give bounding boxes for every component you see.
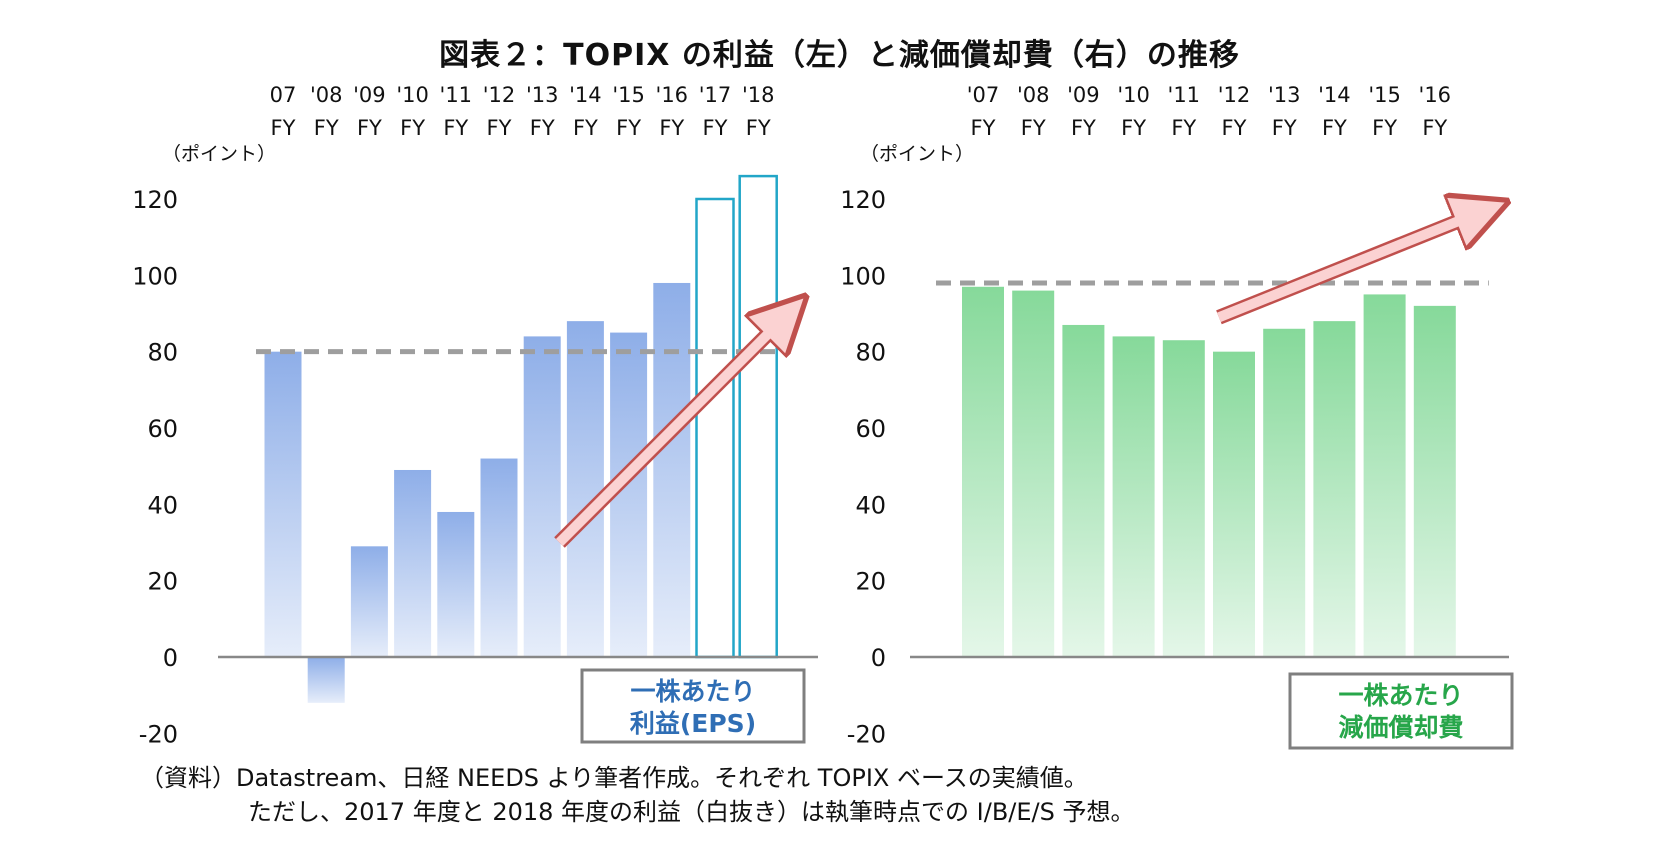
y-tick-label: 120 (840, 186, 886, 214)
x-tick-suffix: FY (1372, 116, 1397, 140)
unit-label: （ポイント） (860, 143, 974, 165)
x-tick-suffix: FY (1171, 116, 1196, 140)
bar (1012, 290, 1055, 657)
legend-label: 減価償却費 (1338, 713, 1463, 742)
bar (962, 286, 1004, 657)
x-tick-label: '14 (1318, 83, 1351, 107)
bar (1263, 328, 1306, 657)
x-tick-label: '08 (310, 83, 343, 107)
x-tick-suffix: FY (271, 116, 296, 140)
x-tick-suffix: FY (443, 116, 468, 140)
x-tick-suffix: FY (487, 116, 512, 140)
eps-chart: （ポイント） -20 0 20 40 60 80 100 120 07 FY '08 FY '09 FY '1… (132, 83, 818, 748)
x-tick-suffix: FY (659, 116, 684, 140)
x-tick-label: '12 (1218, 83, 1251, 107)
x-tick-label: '09 (353, 83, 386, 107)
y-tick-label: 0 (163, 644, 178, 672)
legend-label: 一株あたり (630, 677, 755, 706)
bar (1112, 336, 1155, 657)
legend-box (1288, 672, 1514, 750)
bar (350, 546, 388, 657)
bar (653, 282, 691, 657)
y-tick-label: 40 (147, 491, 178, 519)
x-tick-label: '09 (1067, 83, 1100, 107)
x-tick-label: '14 (569, 83, 602, 107)
legend-box (580, 668, 806, 744)
x-tick-label: '10 (1117, 83, 1150, 107)
trend-arrow (555, 309, 792, 547)
x-tick-label: '10 (396, 83, 429, 107)
x-tick-suffix: FY (530, 116, 555, 140)
y-tick-label: 80 (147, 339, 178, 367)
bar (480, 458, 518, 657)
x-tick-suffix: FY (1222, 116, 1247, 140)
x-tick-label: '13 (1268, 83, 1301, 107)
x-tick-label: '15 (1368, 83, 1401, 107)
bar (1213, 351, 1255, 657)
x-tick-label: '11 (440, 83, 473, 107)
x-tick-suffix: FY (746, 116, 771, 140)
x-tick-suffix: FY (616, 116, 641, 140)
y-tick-label: 100 (840, 262, 886, 290)
figure-title: 図表２：TOPIX の利益（左）と減価償却費（右）の推移 (439, 38, 1240, 73)
x-tick-suffix: FY (1272, 116, 1297, 140)
x-tick-suffix: FY (1422, 116, 1447, 140)
bar (307, 657, 345, 703)
x-tick-label: '07 (967, 83, 1000, 107)
x-tick-label: '13 (526, 83, 559, 107)
y-tick-label: 0 (871, 644, 886, 672)
source-note: （資料）Datastream、日経 NEEDS より筆者作成。それぞれ TOPI… (140, 764, 1088, 792)
x-tick-suffix: FY (971, 116, 996, 140)
bar (1313, 321, 1356, 657)
y-tick-label: 100 (132, 262, 178, 290)
x-tick-suffix: FY (1121, 116, 1146, 140)
forecast-bar (695, 197, 735, 659)
legend-label: 一株あたり (1338, 681, 1463, 710)
x-tick-label: '16 (1419, 83, 1452, 107)
x-tick-suffix: FY (573, 116, 598, 140)
y-tick-label: 20 (147, 568, 178, 596)
x-tick-suffix: FY (1071, 116, 1096, 140)
x-tick-label: 07 (270, 83, 297, 107)
y-tick-label: 120 (132, 186, 178, 214)
bar (523, 336, 561, 657)
bar (1062, 324, 1105, 657)
x-tick-label: '11 (1168, 83, 1201, 107)
x-tick-label: '16 (656, 83, 689, 107)
y-tick-label: -20 (139, 720, 178, 748)
bar (264, 351, 302, 657)
bar (1162, 340, 1205, 657)
bar (566, 321, 604, 657)
y-tick-label: -20 (847, 720, 886, 748)
caveat-note: ただし、2017 年度と 2018 年度の利益（白抜き）は執筆時点での I/B/… (248, 798, 1135, 826)
x-tick-label: '08 (1017, 83, 1050, 107)
trend-arrow (1217, 205, 1487, 322)
bar (1413, 305, 1456, 657)
y-tick-label: 60 (855, 415, 886, 443)
x-tick-label: '15 (612, 83, 645, 107)
legend-label: 利益(EPS) (630, 709, 756, 738)
y-tick-label: 20 (855, 568, 886, 596)
x-tick-suffix: FY (1021, 116, 1046, 140)
x-tick-suffix: FY (703, 116, 728, 140)
x-tick-suffix: FY (1322, 116, 1347, 140)
y-tick-label: 40 (855, 491, 886, 519)
bar (437, 511, 475, 657)
y-tick-label: 80 (855, 339, 886, 367)
x-tick-suffix: FY (357, 116, 382, 140)
x-tick-label: '12 (483, 83, 516, 107)
bar (1363, 294, 1406, 657)
unit-label: （ポイント） (162, 143, 276, 165)
x-tick-label: '17 (699, 83, 732, 107)
depreciation-chart: （ポイント） -20 0 20 40 60 80 100 120 '07 FY '08 FY '09 FY '… (840, 83, 1679, 750)
x-tick-suffix: FY (400, 116, 425, 140)
y-tick-label: 60 (147, 415, 178, 443)
x-tick-suffix: FY (314, 116, 339, 140)
x-tick-label: '18 (742, 83, 775, 107)
bar (394, 469, 432, 657)
